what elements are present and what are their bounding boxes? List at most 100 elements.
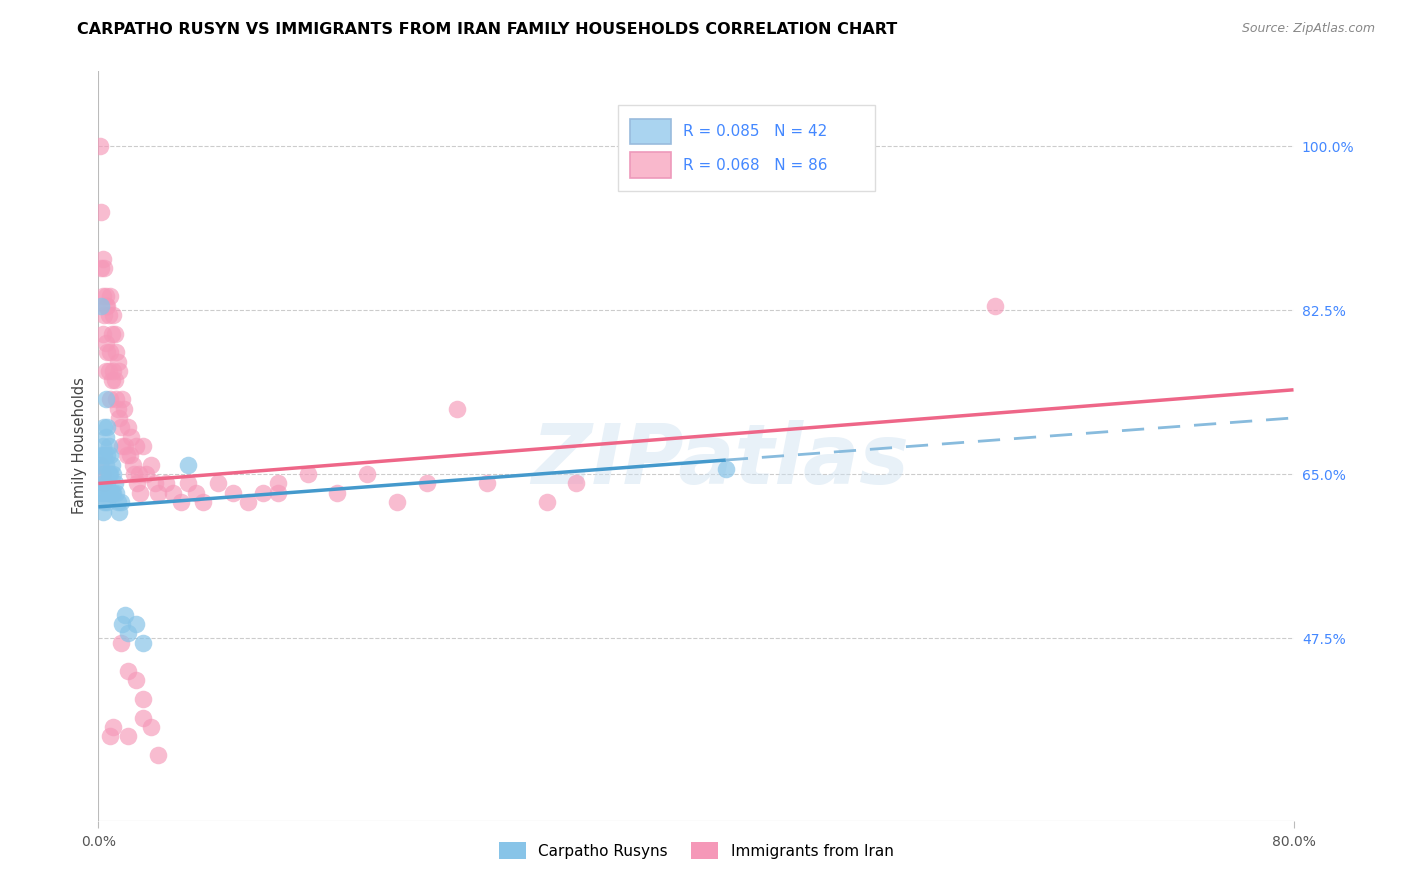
Point (107, 355, 129, 369)
Point (94, 392, 117, 407)
Point (148, 748, 170, 763)
Point (115, 449, 138, 463)
Point (91, 485, 114, 500)
Point (139, 720, 162, 734)
Point (98, 485, 122, 500)
Point (93, 308, 115, 322)
FancyBboxPatch shape (630, 153, 671, 178)
Point (91, 252, 114, 266)
Point (94, 430, 117, 444)
Point (117, 420, 139, 434)
Point (90, 299, 112, 313)
Point (91, 439, 114, 453)
Point (124, 467, 146, 482)
Text: R = 0.068   N = 86: R = 0.068 N = 86 (683, 158, 827, 172)
Point (111, 439, 134, 453)
Point (94, 458, 117, 472)
Point (125, 617, 148, 632)
Point (110, 636, 132, 650)
Point (90, 458, 112, 472)
Point (446, 401, 468, 416)
Point (96, 495, 118, 509)
Point (111, 617, 134, 632)
Point (125, 439, 148, 453)
Point (356, 467, 378, 482)
Point (93, 449, 115, 463)
Point (129, 485, 152, 500)
Point (103, 720, 125, 734)
Point (96, 420, 118, 434)
Point (103, 364, 125, 378)
Point (104, 326, 127, 341)
Point (90, 205, 112, 219)
Point (110, 495, 132, 509)
Point (120, 430, 142, 444)
Point (121, 458, 143, 472)
Point (91, 467, 114, 482)
Point (128, 467, 150, 482)
Point (191, 495, 214, 509)
Point (93, 261, 115, 276)
Point (222, 485, 245, 500)
Point (177, 458, 200, 472)
Point (132, 439, 155, 453)
Text: CARPATHO RUSYN VS IMMIGRANTS FROM IRAN FAMILY HOUSEHOLDS CORRELATION CHART: CARPATHO RUSYN VS IMMIGRANTS FROM IRAN F… (77, 22, 897, 37)
Point (90, 261, 112, 276)
Point (105, 392, 128, 407)
Point (94, 485, 117, 500)
Point (101, 326, 124, 341)
Point (89, 458, 111, 472)
Point (108, 364, 131, 378)
Point (984, 299, 1007, 313)
Point (107, 495, 129, 509)
Point (714, 462, 737, 476)
Text: ZIPatlas: ZIPatlas (531, 420, 908, 501)
Point (96, 345, 118, 359)
Point (110, 420, 132, 434)
Point (252, 485, 274, 500)
Y-axis label: Family Households: Family Households (72, 377, 87, 515)
Point (132, 636, 155, 650)
Point (94, 364, 117, 378)
Point (143, 476, 166, 491)
Point (96, 449, 118, 463)
Point (565, 476, 588, 491)
Point (103, 485, 125, 500)
Point (97, 467, 120, 482)
Point (93, 495, 115, 509)
Point (91, 467, 114, 482)
Point (103, 308, 125, 322)
Point (93, 476, 115, 491)
Point (98, 449, 122, 463)
Point (184, 485, 207, 500)
Point (125, 673, 148, 688)
Point (162, 485, 184, 500)
Point (112, 401, 135, 416)
Point (117, 664, 139, 678)
Point (416, 476, 439, 491)
Point (94, 289, 117, 303)
Point (97, 439, 120, 453)
Point (155, 476, 177, 491)
Point (118, 449, 141, 463)
Point (90, 449, 112, 463)
Point (94, 299, 117, 313)
Point (98, 392, 122, 407)
Text: R = 0.085   N = 42: R = 0.085 N = 42 (683, 124, 827, 139)
Point (98, 345, 122, 359)
Legend: Carpatho Rusyns, Immigrants from Iran: Carpatho Rusyns, Immigrants from Iran (492, 836, 900, 865)
Point (96, 476, 118, 491)
Point (104, 374, 127, 388)
Point (105, 345, 128, 359)
Point (132, 710, 155, 724)
Point (98, 730, 122, 744)
Point (326, 485, 349, 500)
Point (236, 495, 259, 509)
Point (97, 308, 120, 322)
Point (97, 364, 120, 378)
Point (89, 139, 111, 153)
Point (111, 392, 134, 407)
Point (104, 476, 127, 491)
Point (108, 505, 131, 519)
Point (91, 326, 114, 341)
